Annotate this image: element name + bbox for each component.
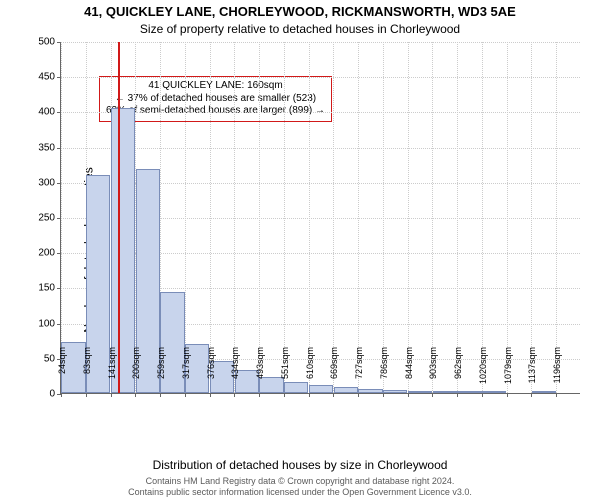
xtick-label: 551sqm [280, 347, 290, 397]
annotation-line2: ← 37% of detached houses are smaller (52… [106, 93, 325, 106]
xtick-label: 1196sqm [552, 347, 562, 397]
annotation-line3: 63% of semi-detached houses are larger (… [106, 105, 325, 118]
chart-container: 41, QUICKLEY LANE, CHORLEYWOOD, RICKMANS… [0, 0, 600, 500]
reference-line [118, 42, 120, 393]
xtick-mark [135, 393, 136, 397]
xtick-mark [358, 393, 359, 397]
xtick-label: 903sqm [428, 347, 438, 397]
gridline-v [383, 42, 384, 393]
gridline-v [556, 42, 557, 393]
xtick-mark [234, 393, 235, 397]
gridline-v [457, 42, 458, 393]
gridline-v [234, 42, 235, 393]
xtick-mark [383, 393, 384, 397]
gridline-v [531, 42, 532, 393]
xtick-mark [210, 393, 211, 397]
x-axis-label: Distribution of detached houses by size … [0, 458, 600, 472]
xtick-mark [185, 393, 186, 397]
xtick-mark [408, 393, 409, 397]
xtick-mark [86, 393, 87, 397]
xtick-label: 24sqm [57, 347, 67, 397]
xtick-label: 259sqm [156, 347, 166, 397]
xtick-label: 669sqm [329, 347, 339, 397]
xtick-mark [482, 393, 483, 397]
xtick-mark [457, 393, 458, 397]
xtick-label: 844sqm [404, 347, 414, 397]
xtick-mark [61, 393, 62, 397]
gridline-h [61, 42, 580, 43]
xtick-label: 610sqm [305, 347, 315, 397]
chart-title: 41, QUICKLEY LANE, CHORLEYWOOD, RICKMANS… [0, 4, 600, 19]
xtick-label: 200sqm [131, 347, 141, 397]
gridline-v [507, 42, 508, 393]
xtick-label: 962sqm [453, 347, 463, 397]
footer-line2: Contains public sector information licen… [0, 487, 600, 498]
xtick-label: 493sqm [255, 347, 265, 397]
footer-line1: Contains HM Land Registry data © Crown c… [0, 476, 600, 487]
xtick-mark [531, 393, 532, 397]
xtick-mark [160, 393, 161, 397]
xtick-label: 786sqm [379, 347, 389, 397]
gridline-v [482, 42, 483, 393]
xtick-label: 141sqm [107, 347, 117, 397]
xtick-label: 376sqm [206, 347, 216, 397]
xtick-label: 317sqm [181, 347, 191, 397]
xtick-mark [259, 393, 260, 397]
footer-text: Contains HM Land Registry data © Crown c… [0, 476, 600, 498]
xtick-label: 1020sqm [478, 347, 488, 397]
xtick-mark [432, 393, 433, 397]
gridline-v [61, 42, 62, 393]
plot-area: 41 QUICKLEY LANE: 160sqm ← 37% of detach… [60, 42, 580, 394]
gridline-v [284, 42, 285, 393]
gridline-v [358, 42, 359, 393]
gridline-v [185, 42, 186, 393]
gridline-h [61, 77, 580, 78]
gridline-v [432, 42, 433, 393]
gridline-h [61, 112, 580, 113]
xtick-label: 1079sqm [503, 347, 513, 397]
xtick-mark [556, 393, 557, 397]
gridline-v [259, 42, 260, 393]
annotation-line1: 41 QUICKLEY LANE: 160sqm [106, 80, 325, 93]
xtick-mark [111, 393, 112, 397]
xtick-mark [333, 393, 334, 397]
gridline-v [210, 42, 211, 393]
xtick-label: 1137sqm [527, 347, 537, 397]
gridline-v [309, 42, 310, 393]
gridline-v [333, 42, 334, 393]
xtick-mark [507, 393, 508, 397]
gridline-v [408, 42, 409, 393]
chart-subtitle: Size of property relative to detached ho… [0, 22, 600, 36]
xtick-label: 434sqm [230, 347, 240, 397]
xtick-label: 83sqm [82, 347, 92, 397]
xtick-label: 727sqm [354, 347, 364, 397]
xtick-mark [309, 393, 310, 397]
xtick-mark [284, 393, 285, 397]
gridline-h [61, 148, 580, 149]
